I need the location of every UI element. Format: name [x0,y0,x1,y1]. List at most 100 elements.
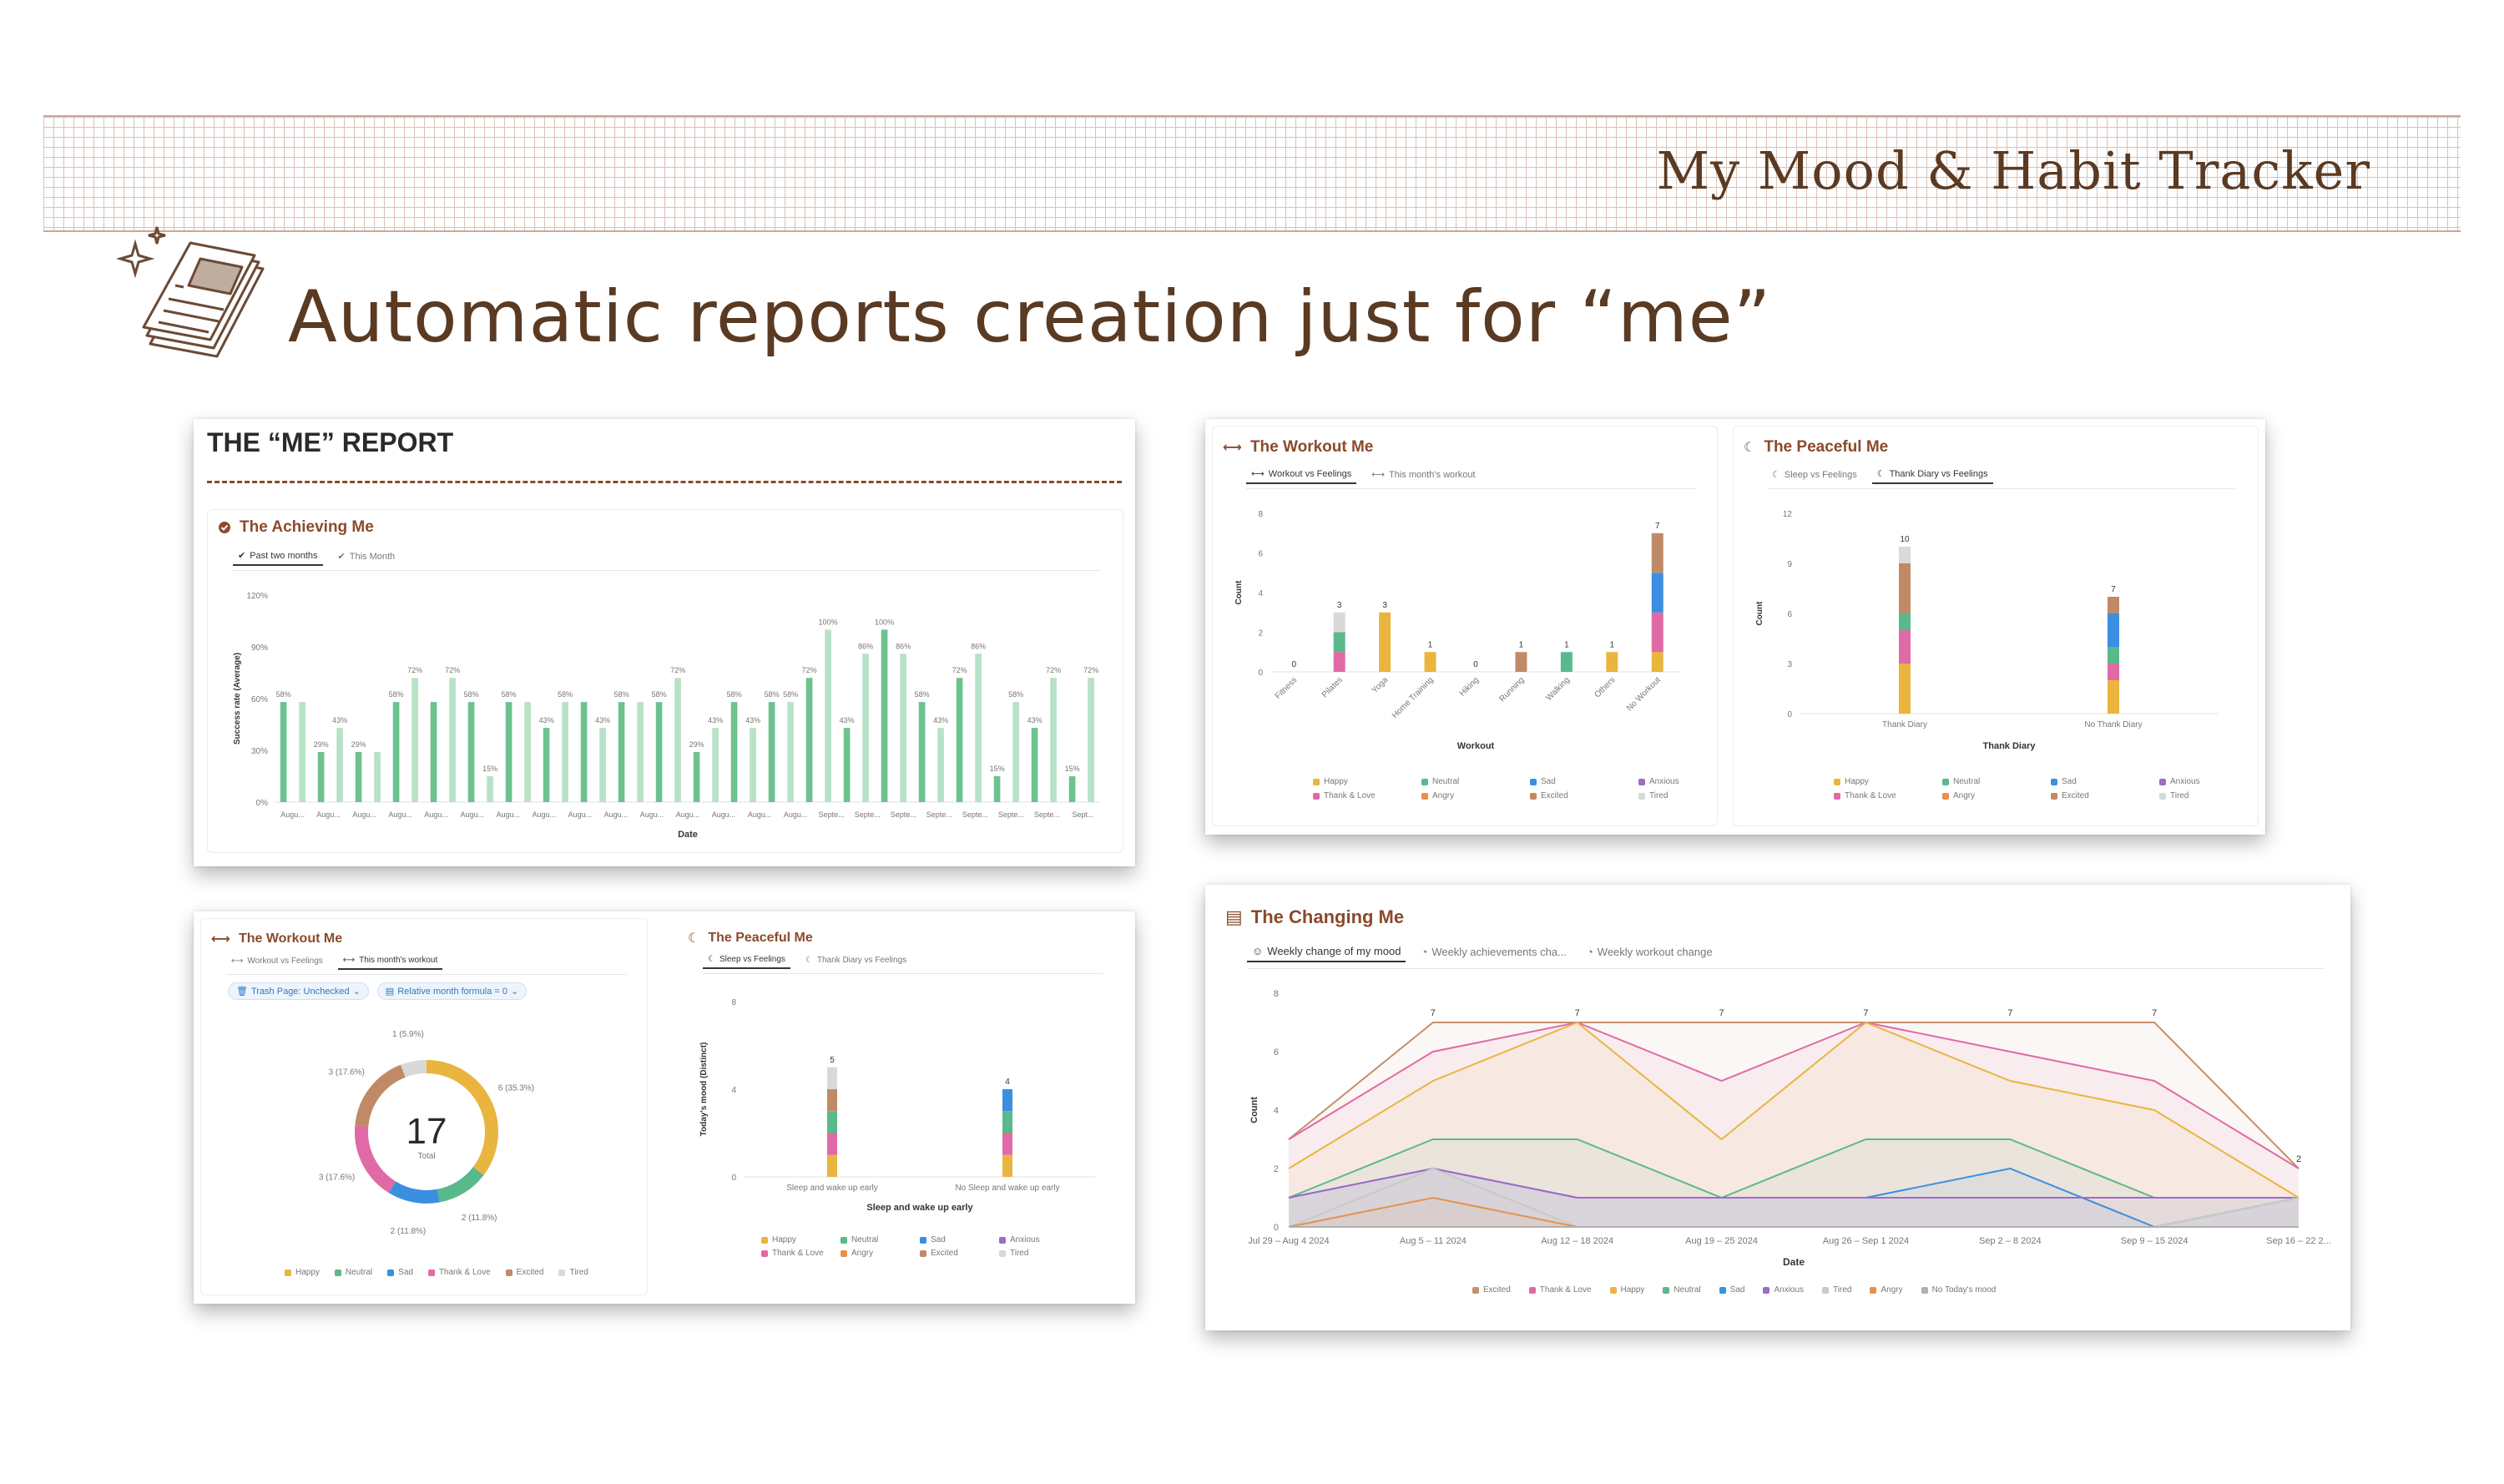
workout-top-header: ⟷ The Workout Me [1223,438,1373,457]
y-tick-label: 4 [731,1086,736,1095]
legend-label: Neutral [1953,777,1981,786]
stack-segment-tired [827,1067,837,1089]
stack-segment-excited [2108,597,2119,613]
tab-weekly-achievements[interactable]: ◔ Weekly achievements cha... [1421,946,1567,958]
bar-mark [355,752,362,802]
legend-swatch [920,1249,926,1257]
legend-label: Tired [1010,1249,1029,1258]
y-tick-label: 0% [256,799,269,808]
donut-slice-neutral [437,1166,484,1203]
changing-title: The Changing Me [1250,906,1405,927]
filter-bar: 🗑 Trash Page: Unchecked ⌄ ▤ Relative month … [228,982,528,1000]
legend-item: Excited [1472,1285,1511,1295]
bar-total-label: 10 [1900,535,1910,544]
legend-swatch [2051,792,2057,800]
stack-segment-neutral [1899,613,1911,630]
bar-total-label: 1 [1519,640,1524,649]
bar-mark [768,702,775,802]
tab-thank-diary-vs-feelings[interactable]: ☾ Thank Diary vs Feelings [1871,465,1993,484]
legend-item: Tired [1822,1285,1851,1295]
donut-slice-label: 3 (17.6%) [329,1068,365,1078]
legend-swatch [558,1269,566,1276]
tab-this-months-workout[interactable]: ⟷ This month's workout [337,952,443,970]
series-line-excited [1288,1022,2300,1169]
y-tick-label: 6 [1274,1047,1279,1057]
bar-total-label: 5 [830,1056,835,1065]
chart-icon: ▤ [1225,906,1243,927]
y-tick-label: 6 [1787,610,1792,619]
tab-sleep-vs-feelings[interactable]: ☾ Sleep vs Feelings [703,951,790,969]
legend-item: Thank & Love [1834,791,1942,800]
bar-data-label: 58% [727,690,742,699]
changing-tabs: ☺ Weekly change of my mood ◔ Weekly achiev… [1247,941,1718,962]
stack-segment-excited [827,1089,837,1112]
legend-item: Angry [1870,1285,1903,1295]
bar-data-label: 72% [1083,666,1098,674]
legend-swatch [285,1269,291,1276]
legend-label: Happy [295,1268,320,1277]
legend-item: Tired [2159,791,2268,800]
tab-sleep-vs-feelings[interactable]: ☾ Sleep vs Feelings [1772,469,1857,481]
bar-data-label: 58% [1008,690,1023,699]
donut-total-value: 17 [406,1111,447,1152]
bar-total-label: 1 [1610,640,1615,649]
legend-swatch [761,1236,768,1244]
bar-mark [299,702,305,802]
filter-relative-month[interactable]: ▤ Relative month formula = 0 ⌄ [376,982,528,1000]
legend-item: Neutral [1663,1285,1701,1295]
bar-data-label: 72% [445,666,460,674]
x-axis-title: Date [1783,1256,1805,1268]
achieving-panel: The Achieving Me ✔ Past two months ✔ This … [207,509,1123,853]
tab-underline [1246,488,1697,489]
bar-data-label: 43% [1027,716,1042,724]
tab-this-month[interactable]: ✔ This Month [337,551,396,563]
bar-mark [430,702,437,802]
tab-workout-vs-feelings[interactable]: ⟷ Workout vs Feelings [231,957,323,966]
tab-workout-vs-feelings[interactable]: ⟷ Workout vs Feelings [1246,465,1357,484]
bar-data-label: 58% [765,690,780,699]
x-tick-label: Hiking [1458,675,1481,698]
dumbbell-icon: ⟷ [231,957,244,966]
achieving-bar-chart: 0% 30% 60% 90% 120% 58% 29% 43% 29% 58% 72% 72% 58% 1… [233,592,1101,840]
workout-bottom-header: ⟷ The Workout Me [211,931,342,947]
bar-mark [599,728,606,802]
bar-data-label: 58% [464,690,479,699]
point-data-label: 7 [1863,1008,1868,1018]
bar-total-label: 3 [1337,601,1342,610]
legend-swatch [1719,1286,1726,1294]
stack-segment-excited [1651,533,1663,573]
donut-slice-excited [355,1064,406,1127]
tab-this-months-workout[interactable]: ⟷ This month's workout [1371,469,1476,481]
legend-item: Angry [841,1249,920,1258]
tab-past-two-months[interactable]: ✔ Past two months [233,547,323,566]
tab-underline [703,973,1103,974]
stack-segment-happy [1424,652,1436,672]
bar-mark [411,678,418,802]
stack-segment-neutral [1560,652,1573,672]
grid-header-band [43,115,2461,232]
filter-trash-page[interactable]: 🗑 Trash Page: Unchecked ⌄ [228,982,369,1000]
y-axis-title: Count [1249,1097,1260,1123]
legend-label: Excited [516,1268,544,1277]
workout-bottom-title: The Workout Me [238,931,343,946]
bar-mark [1031,728,1038,802]
y-tick-label: 2 [1258,629,1263,639]
point-data-label: 7 [2007,1008,2012,1018]
bar-data-label: 72% [952,666,967,674]
legend-item: Sad [2051,777,2159,786]
legend-swatch [761,1249,768,1257]
legend-item: Anxious [1763,1285,1804,1295]
peaceful-bottom-header: ☾ The Peaceful Me [688,930,813,946]
tab-thank-diary-vs-feelings[interactable]: ☾ Thank Diary vs Feelings [805,956,907,965]
legend-label: Thank & Love [772,1249,824,1258]
tab-weekly-mood[interactable]: ☺ Weekly change of my mood [1247,941,1406,962]
bar-mark [562,702,568,802]
legend-label: Excited [2062,791,2089,800]
x-tick-label: Augu... [388,810,412,819]
bar-data-label: 86% [858,642,873,650]
moon-icon: ☾ [1772,470,1780,480]
legend-label: Thank & Love [1845,791,1896,800]
moon-icon: ☾ [708,955,715,964]
tab-weekly-workout[interactable]: ◔ Weekly workout change [1586,946,1713,958]
formula-icon: ▤ [385,987,395,997]
